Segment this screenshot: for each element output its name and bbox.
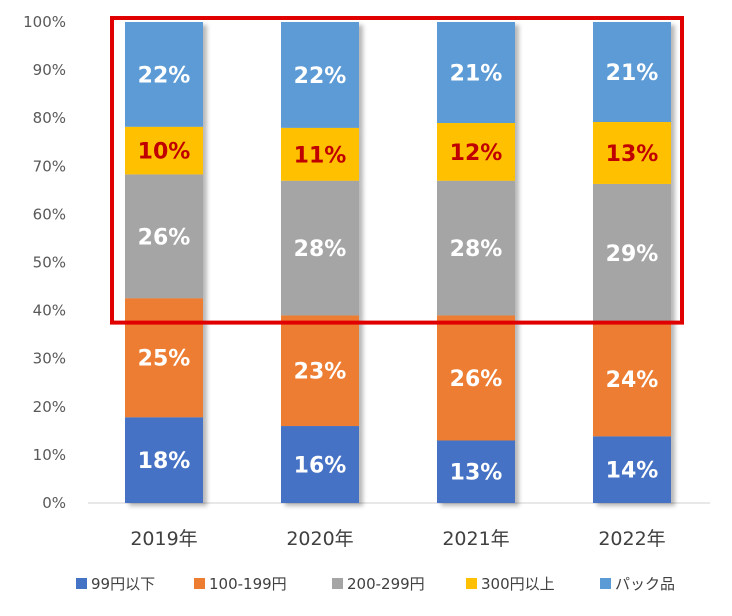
x-tick-label: 2021年 [442, 528, 509, 550]
bar-stack [281, 22, 359, 503]
bar-segment [593, 436, 671, 503]
bar-segment [593, 122, 671, 184]
bar-stack [593, 22, 671, 503]
legend-label: 200-299円 [347, 575, 425, 593]
data-label: 26% [138, 225, 191, 250]
bar-segment [281, 180, 359, 316]
y-tick-label: 30% [33, 350, 66, 368]
legend-label: 300円以上 [481, 575, 555, 593]
y-axis: 0% 10% 20% 30% 40% 50% 60% 70% 80% 90% 100% [23, 13, 66, 512]
data-label: 22% [138, 63, 191, 88]
y-tick-label: 60% [33, 205, 66, 223]
bar-segment [593, 322, 671, 437]
bar-segment [281, 127, 359, 181]
y-tick-label: 100% [23, 13, 66, 31]
bar-stack [437, 22, 515, 503]
y-tick-label: 40% [33, 302, 66, 320]
data-label: 21% [450, 62, 503, 87]
bar-segment [437, 315, 515, 441]
data-label: 26% [450, 367, 503, 392]
legend-swatch [194, 578, 205, 589]
legend-label: パック品 [615, 575, 675, 593]
bars [125, 22, 671, 503]
data-label: 13% [606, 142, 659, 167]
highlight-rectangle [110, 16, 684, 325]
data-label: 24% [606, 368, 659, 393]
data-label: 29% [606, 242, 659, 267]
bar-segment [281, 426, 359, 503]
bar-segment [125, 22, 203, 127]
data-label: 28% [450, 237, 503, 262]
data-label: 18% [138, 449, 191, 474]
y-tick-label: 80% [33, 109, 66, 127]
bar-segment [125, 126, 203, 175]
data-label: 12% [450, 141, 503, 166]
x-axis: 2019年 2020年 2021年 2022年 [130, 528, 665, 550]
y-tick-label: 90% [33, 61, 66, 79]
y-tick-label: 70% [33, 157, 66, 175]
data-label: 13% [450, 461, 503, 486]
legend-swatch [76, 578, 87, 589]
bar-segment [437, 22, 515, 124]
x-tick-label: 2020年 [286, 528, 353, 550]
bar-segment [593, 22, 671, 123]
y-tick-label: 20% [33, 398, 66, 416]
y-tick-label: 0% [42, 494, 66, 512]
bar-segment [593, 183, 671, 323]
bar-segment [281, 22, 359, 128]
bar-segment [437, 440, 515, 503]
bar-segment [125, 174, 203, 299]
legend-swatch [466, 578, 477, 589]
data-label: 25% [138, 347, 191, 372]
data-label: 10% [138, 140, 191, 165]
data-label: 21% [606, 61, 659, 86]
legend-label: 100-199円 [209, 575, 287, 593]
legend-swatch [332, 578, 343, 589]
y-tick-label: 10% [33, 446, 66, 464]
bar-stack [125, 22, 203, 503]
x-tick-label: 2022年 [598, 528, 665, 550]
bar-segment [125, 417, 203, 503]
legend: 99円以下 100-199円 200-299円 300円以上 パック品 [76, 575, 675, 593]
bar-segment [437, 123, 515, 181]
data-label: 23% [294, 360, 347, 385]
segment-labels: 18% 25% 26% 10% 22% 16% 23% 28% 11% 22% 13% 26% 28% 1… [138, 61, 659, 486]
data-label: 14% [606, 459, 659, 484]
bar-segment [281, 315, 359, 427]
data-label: 11% [294, 143, 347, 168]
x-tick-label: 2019年 [130, 528, 197, 550]
bar-segment [437, 180, 515, 316]
data-label: 22% [294, 64, 347, 89]
bar-segment [125, 298, 203, 418]
legend-swatch [600, 578, 611, 589]
data-label: 28% [294, 237, 347, 262]
y-tick-label: 50% [33, 254, 66, 272]
data-label: 16% [294, 454, 347, 479]
legend-label: 99円以下 [91, 575, 155, 593]
